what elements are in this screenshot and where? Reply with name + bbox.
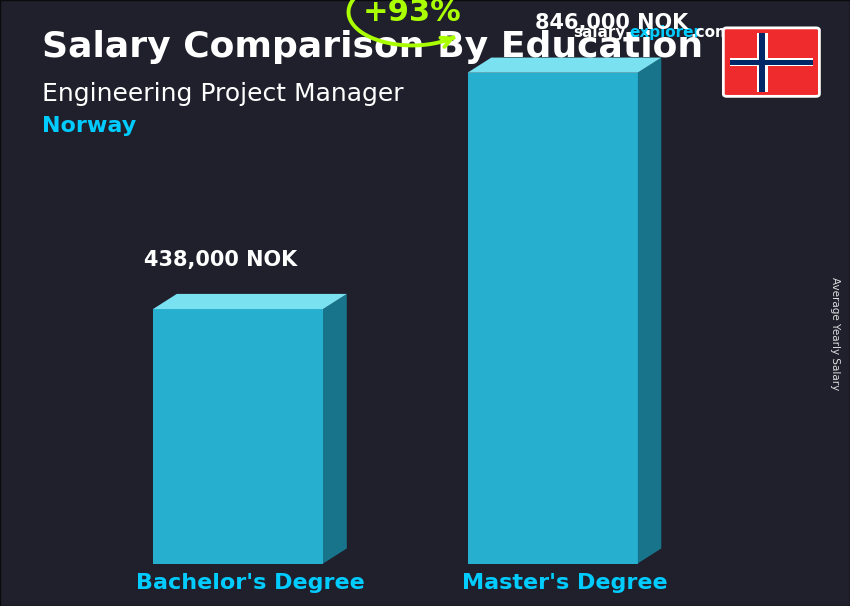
Bar (730, 61, 813, 64)
Polygon shape (323, 294, 347, 564)
Text: Salary Comparison By Education: Salary Comparison By Education (42, 30, 704, 64)
Bar (153, 309, 323, 564)
Text: 438,000 NOK: 438,000 NOK (144, 250, 298, 270)
Bar (730, 58, 813, 66)
FancyBboxPatch shape (723, 28, 819, 96)
Text: Average Yearly Salary: Average Yearly Salary (830, 277, 840, 390)
Text: 846,000 NOK: 846,000 NOK (536, 13, 688, 33)
Bar (468, 73, 638, 564)
Polygon shape (638, 58, 661, 564)
Text: Master's Degree: Master's Degree (462, 573, 667, 593)
Text: .com: .com (690, 25, 731, 41)
Polygon shape (468, 58, 661, 73)
Bar (759, 33, 765, 92)
Bar (756, 33, 768, 92)
Text: explorer: explorer (629, 25, 701, 41)
Text: salary: salary (574, 25, 626, 41)
Polygon shape (153, 294, 347, 309)
Text: Bachelor's Degree: Bachelor's Degree (135, 573, 365, 593)
Text: Norway: Norway (42, 116, 137, 136)
Text: +93%: +93% (363, 0, 462, 27)
Text: Engineering Project Manager: Engineering Project Manager (42, 82, 404, 106)
